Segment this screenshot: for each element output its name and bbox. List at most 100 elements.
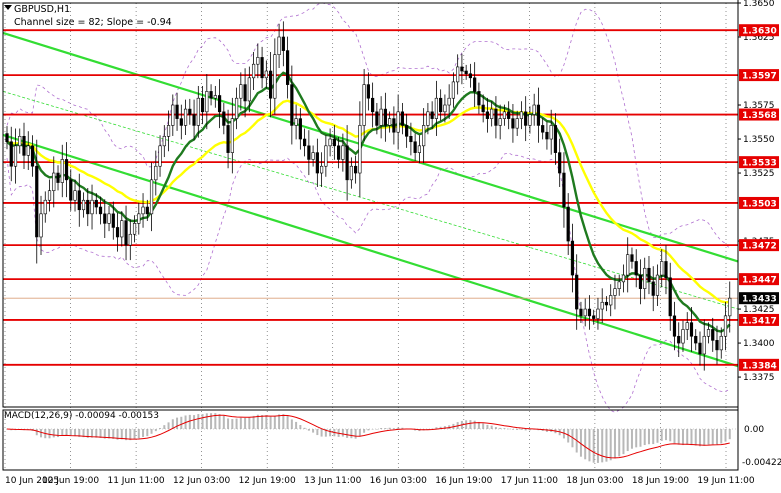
candle-bull — [183, 108, 188, 126]
candle-bull — [447, 97, 451, 106]
level-price-label: 1.3447 — [742, 276, 777, 286]
candle-bull — [132, 223, 137, 235]
macd-bar — [363, 429, 366, 433]
candle-bear — [77, 190, 81, 211]
macd-bar — [120, 429, 123, 440]
macd-bar — [146, 429, 149, 437]
macd-bar — [596, 429, 599, 463]
candle-bear — [668, 277, 672, 317]
macd-bar — [201, 414, 204, 429]
candle-bear — [285, 50, 290, 85]
macd-bar — [125, 429, 128, 441]
macd-bar — [613, 429, 616, 459]
macd-bar — [303, 427, 306, 429]
macd-bar — [137, 429, 140, 439]
macd-bar — [388, 427, 391, 429]
macd-bar — [647, 429, 650, 445]
macd-bar — [571, 429, 574, 448]
price-tick-label: 1.3550 — [743, 135, 775, 145]
macd-bar — [103, 429, 106, 439]
time-tick-label: 19 Jun 11:00 — [697, 476, 754, 486]
macd-bar — [244, 417, 247, 429]
candle-bear — [562, 172, 566, 208]
macd-bar — [520, 429, 523, 430]
candle-bear — [630, 254, 634, 262]
macd-bar — [724, 429, 727, 442]
candle-bear — [337, 145, 341, 160]
macd-bar — [329, 429, 332, 437]
candle-bear — [383, 108, 387, 126]
candle-bull — [60, 159, 64, 183]
level-price-box — [739, 196, 779, 209]
candle-bear — [541, 125, 545, 133]
macd-bar — [99, 429, 102, 438]
macd-bar — [316, 429, 319, 436]
moving-averages — [6, 71, 731, 333]
candle-bear — [566, 206, 570, 242]
macd-signal-line — [6, 414, 730, 459]
macd-bar — [112, 429, 115, 439]
candle-bull — [362, 84, 366, 126]
candle-bear — [5, 133, 9, 143]
macd-bar — [239, 417, 242, 429]
macd-bar — [622, 429, 625, 455]
macd-bar — [375, 429, 378, 430]
candle-bear — [698, 342, 702, 355]
level-price-box — [739, 239, 779, 252]
candle-bull — [723, 315, 728, 337]
level-price-box — [739, 108, 779, 121]
candle-bear — [226, 125, 230, 153]
candle-bull — [490, 108, 494, 119]
macd-bar — [188, 414, 191, 429]
candle-bear — [494, 108, 498, 126]
macd-bar — [48, 429, 51, 439]
time-tick-label: 11 Jun 11:00 — [107, 476, 164, 486]
candle-bear — [481, 104, 485, 113]
macd-bar — [664, 429, 667, 441]
horizontal-levels — [3, 29, 738, 366]
macd-bar — [392, 428, 395, 429]
candle-bull — [528, 114, 532, 126]
macd-bar — [609, 429, 612, 461]
candle-bear — [409, 136, 413, 143]
macd-bar — [384, 428, 387, 429]
candle-bull — [681, 329, 685, 344]
candle-bear — [400, 111, 404, 126]
candle-bull — [379, 108, 383, 126]
candle-bear — [536, 104, 541, 126]
level-price-box — [739, 313, 779, 326]
macd-bar — [588, 429, 591, 462]
candle-bear — [303, 138, 307, 147]
candle-bull — [230, 118, 234, 153]
candle-bull — [655, 274, 660, 296]
macd-bar — [703, 429, 706, 446]
macd-bar — [290, 419, 293, 429]
candle-bull — [621, 274, 626, 283]
candle-bull — [324, 145, 328, 167]
level-price-label: 1.3533 — [742, 159, 777, 169]
candle-bear — [298, 118, 302, 140]
macd-bar — [465, 420, 468, 429]
candle-bull — [341, 145, 345, 160]
symbol-dropdown-icon[interactable] — [4, 5, 12, 10]
macd-bar — [65, 429, 68, 436]
macd-bar — [116, 429, 119, 440]
candle-bull — [162, 136, 166, 147]
time-tick-label: 17 Jun 11:00 — [501, 476, 558, 486]
candle-bear — [115, 227, 120, 238]
candle-bear — [30, 145, 35, 167]
candle-bear — [243, 84, 247, 102]
candle-bull — [396, 111, 400, 133]
macd-bar — [40, 429, 43, 438]
candle-bear — [511, 118, 515, 129]
macd-bar — [95, 429, 98, 438]
macd-bar — [660, 429, 663, 441]
macd-bar — [82, 429, 85, 438]
candle-bear — [477, 91, 481, 106]
candle-bull — [617, 281, 621, 289]
candle-bull — [388, 118, 392, 126]
candle-bear — [56, 172, 60, 183]
macd-bar — [652, 429, 655, 445]
macd-bar — [52, 429, 55, 438]
